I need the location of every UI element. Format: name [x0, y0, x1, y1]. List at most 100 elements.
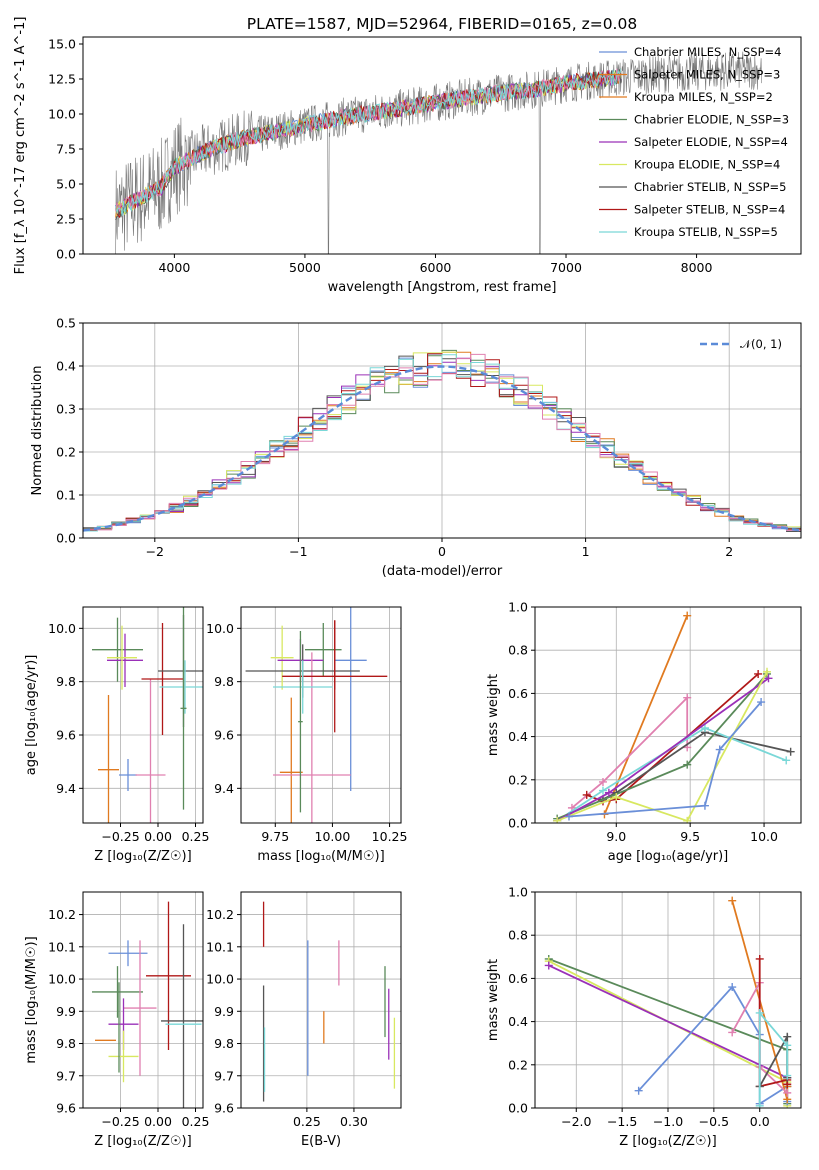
weight-marker — [553, 816, 562, 823]
x-tick-label: −0.25 — [101, 829, 139, 844]
weight-marker — [757, 698, 766, 707]
plot-area — [245, 607, 388, 823]
x-tick-label: −2 — [146, 544, 164, 559]
weight-marker — [755, 954, 764, 963]
y-tick-label: 9.8 — [214, 1036, 234, 1051]
y-tick-label: 9.4 — [214, 781, 234, 796]
model-spectrum-line — [115, 69, 622, 218]
legend-entry: Chabrier STELIB, N_SSP=5 — [634, 180, 786, 194]
y-tick-label: 0.4 — [56, 359, 76, 374]
x-axis-label: age [log₁₀(age/yr)] — [608, 849, 729, 864]
axes-frame — [240, 891, 402, 1109]
weight-series-line — [556, 671, 768, 822]
y-tick-label: 9.6 — [214, 728, 234, 743]
y-tick-label: 0.1 — [56, 488, 76, 503]
x-tick-label: 7000 — [550, 260, 582, 275]
weight-series-line — [602, 731, 791, 801]
y-axis-label: mass weight — [486, 674, 501, 756]
weight-marker — [683, 693, 692, 702]
weight-marker — [783, 1032, 792, 1041]
y-tick-label: 10.1 — [206, 939, 234, 954]
y-tick-label: 9.4 — [56, 781, 76, 796]
legend-entry: 𝒩(0, 1) — [740, 337, 782, 351]
y-tick-label: 2.5 — [56, 212, 76, 227]
legend-entry: Chabrier MILES, N_SSP=4 — [634, 45, 781, 59]
observed-spectrum-line — [115, 51, 762, 254]
weight-series-line — [556, 673, 768, 820]
normal-curve — [83, 365, 801, 532]
y-tick-label: 10.0 — [48, 107, 76, 122]
x-tick-label: 0.25 — [182, 829, 210, 844]
x-axis-label: E(B-V) — [301, 1134, 341, 1149]
legend-entry: Salpeter MILES, N_SSP=3 — [634, 68, 780, 82]
weight-marker — [582, 790, 591, 799]
y-tick-label: 9.6 — [56, 1101, 76, 1116]
residual-histogram-step — [83, 353, 801, 534]
mass-vs-metallicity-panel: −0.25 0.00 0.25 9.6 9.7 9.8 9.9 10.0 10.1 10.2 Z [… — [24, 891, 210, 1149]
y-axis-label: mass weight — [486, 959, 501, 1041]
y-tick-label: 9.8 — [56, 1036, 76, 1051]
y-tick-label: 0.4 — [508, 1014, 528, 1029]
y-tick-label: 15.0 — [48, 37, 76, 52]
age-vs-mass-panel: 9.75 10.00 10.25 9.4 9.6 9.8 10.0 mass [log₁₀(M… — [206, 606, 407, 864]
y-tick-label: 0.0 — [56, 531, 76, 546]
y-tick-label: 0.0 — [56, 247, 76, 262]
legend-entry: Chabrier ELODIE, N_SSP=3 — [634, 113, 789, 127]
weight-marker — [544, 961, 553, 970]
y-tick-label: 9.7 — [214, 1068, 234, 1083]
x-tick-label: 0.25 — [182, 1114, 210, 1129]
x-tick-label: 9.0 — [606, 829, 626, 844]
y-tick-label: 0.8 — [508, 928, 528, 943]
x-tick-label: 0.00 — [144, 829, 172, 844]
weight-marker — [728, 983, 737, 992]
plot-area — [83, 349, 801, 534]
weight-marker — [683, 816, 692, 823]
age-vs-metallicity-panel: −0.25 0.00 0.25 9.4 9.6 9.8 10.0 Z [log₁₀(Z/Z☉)… — [24, 606, 210, 864]
axes-frame — [534, 891, 802, 1109]
weight-marker — [783, 1071, 792, 1080]
x-tick-label: 0.30 — [340, 1114, 368, 1129]
weight-marker — [683, 611, 692, 620]
axes-frame — [240, 606, 402, 824]
axes-frame — [82, 891, 204, 1109]
legend-entry: Kroupa ELODIE, N_SSP=4 — [634, 158, 780, 172]
weight-marker — [634, 1086, 643, 1095]
y-tick-label: 12.5 — [48, 72, 76, 87]
x-axis-label: Z [log₁₀(Z/Z☉)] — [94, 849, 191, 864]
y-tick-label: 9.6 — [56, 728, 76, 743]
x-tick-label: 10.00 — [315, 829, 351, 844]
weight-marker — [754, 669, 763, 678]
y-tick-label: 1.0 — [508, 885, 528, 900]
y-tick-label: 10.1 — [48, 939, 76, 954]
weight-marker — [728, 896, 737, 905]
legend-entry: Salpeter ELODIE, N_SSP=4 — [634, 135, 788, 149]
x-axis-label: mass [log₁₀(M/M☉)] — [257, 849, 384, 864]
y-axis-label: Flux [f_λ 10^-17 erg cm^-2 s^-1 A^-1] — [13, 17, 28, 275]
plot-area — [92, 607, 203, 823]
x-tick-label: −0.5 — [699, 1114, 729, 1129]
y-tick-label: 0.4 — [508, 729, 528, 744]
y-tick-label: 10.0 — [48, 972, 76, 987]
y-tick-label: 0.2 — [508, 772, 528, 787]
x-axis-label: Z [log₁₀(Z/Z☉)] — [94, 1134, 191, 1149]
x-tick-label: 6000 — [420, 260, 452, 275]
weight-marker — [755, 1008, 764, 1017]
y-tick-label: 7.5 — [56, 142, 76, 157]
y-tick-label: 9.6 — [214, 1101, 234, 1116]
axes-frame — [82, 322, 802, 539]
x-axis-label: Z [log₁₀(Z/Z☉)] — [619, 1134, 716, 1149]
figure-title: PLATE=1587, MJD=52964, FIBERID=0165, z=0… — [247, 15, 637, 33]
y-tick-label: 10.0 — [206, 972, 234, 987]
weight-marker — [598, 777, 607, 786]
y-tick-label: 0.0 — [508, 1101, 528, 1116]
weight-marker — [612, 793, 621, 802]
weight-marker — [604, 788, 613, 797]
weight-vs-metallicity-panel: −2.0 −1.5 −1.0 −0.5 0.0 0.0 0.2 0.4 0.6 0.8 1.0 Z [… — [486, 885, 802, 1149]
y-axis-label: age [log₁₀(age/yr)] — [24, 655, 39, 776]
plot-area — [115, 51, 762, 254]
weight-marker — [755, 1101, 764, 1108]
x-tick-label: 1 — [582, 544, 590, 559]
x-tick-label: −0.25 — [101, 1114, 139, 1129]
weight-marker — [786, 747, 795, 756]
